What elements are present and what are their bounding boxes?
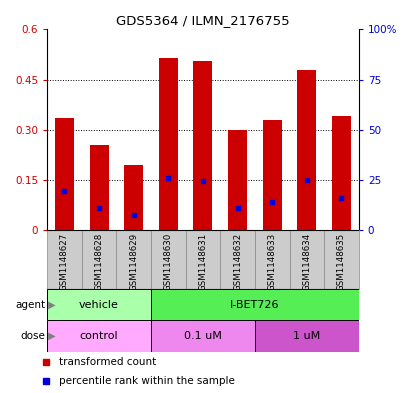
Title: GDS5364 / ILMN_2176755: GDS5364 / ILMN_2176755: [116, 14, 289, 27]
Bar: [262, 119, 281, 230]
Text: ▶: ▶: [45, 331, 56, 341]
Bar: [324, 230, 358, 289]
Text: GSM1148631: GSM1148631: [198, 233, 207, 291]
Bar: [151, 289, 358, 320]
Text: control: control: [80, 331, 118, 341]
Bar: [297, 70, 316, 230]
Text: GSM1148630: GSM1148630: [164, 233, 173, 291]
Bar: [47, 230, 81, 289]
Bar: [151, 230, 185, 289]
Bar: [254, 320, 358, 352]
Bar: [289, 230, 324, 289]
Text: agent: agent: [15, 299, 45, 310]
Bar: [124, 165, 143, 230]
Bar: [220, 230, 254, 289]
Text: 1 uM: 1 uM: [292, 331, 320, 341]
Text: GSM1148627: GSM1148627: [60, 233, 69, 291]
Text: transformed count: transformed count: [58, 357, 155, 367]
Text: vehicle: vehicle: [79, 299, 119, 310]
Bar: [81, 230, 116, 289]
Bar: [47, 289, 151, 320]
Text: 0.1 uM: 0.1 uM: [184, 331, 221, 341]
Bar: [185, 230, 220, 289]
Bar: [55, 118, 74, 230]
Bar: [89, 145, 108, 230]
Text: GSM1148632: GSM1148632: [232, 233, 241, 291]
Bar: [47, 320, 151, 352]
Text: GSM1148634: GSM1148634: [301, 233, 310, 291]
Text: I-BET726: I-BET726: [229, 299, 279, 310]
Bar: [227, 130, 247, 230]
Bar: [331, 116, 350, 230]
Bar: [193, 61, 212, 230]
Text: GSM1148628: GSM1148628: [94, 233, 103, 291]
Bar: [151, 320, 254, 352]
Text: GSM1148635: GSM1148635: [336, 233, 345, 291]
Text: GSM1148629: GSM1148629: [129, 233, 138, 291]
Text: GSM1148633: GSM1148633: [267, 233, 276, 291]
Bar: [158, 58, 178, 230]
Text: dose: dose: [20, 331, 45, 341]
Text: percentile rank within the sample: percentile rank within the sample: [58, 376, 234, 386]
Bar: [116, 230, 151, 289]
Bar: [254, 230, 289, 289]
Text: ▶: ▶: [45, 299, 56, 310]
